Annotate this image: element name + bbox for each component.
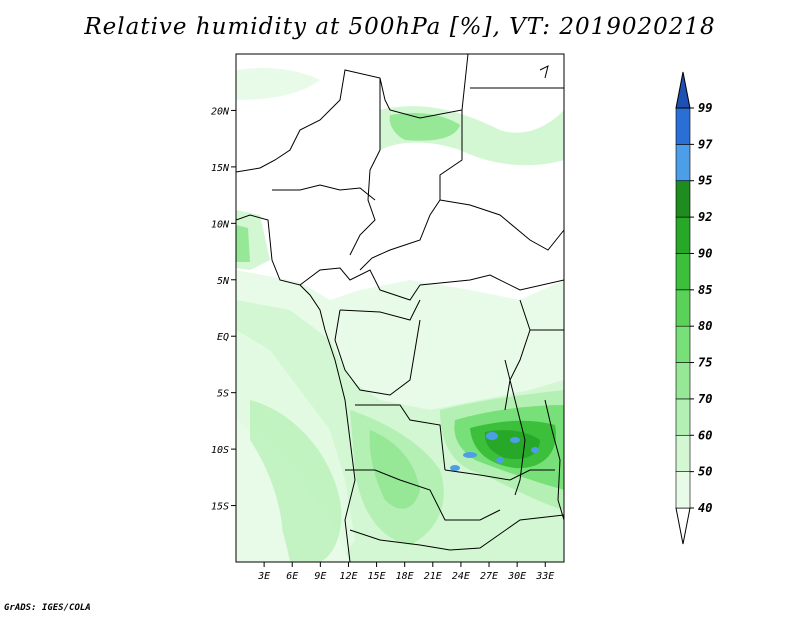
colorbar: 40 50 60 70 75 80 85 90 92 95 97 99 (675, 71, 713, 545)
colorbar-segment (675, 289, 691, 327)
colorbar-segment (675, 107, 691, 145)
colorbar-segment (675, 325, 691, 363)
colorbar-label: 80 (698, 319, 712, 333)
colorbar-label: 40 (698, 501, 712, 515)
colorbar-label: 90 (698, 246, 712, 260)
lat-tick-label: 15S (211, 502, 229, 513)
lon-tick-label: 21E (424, 571, 442, 582)
lon-tick-label: 30E (507, 571, 526, 582)
colorbar-segment (675, 398, 691, 436)
lat-tick-label: 10S (211, 445, 229, 456)
longitude-axis: 3E 6E 9E 12E 15E 18E 21E 24E 27E 30E 33E (257, 562, 554, 582)
lon-tick-label: 27E (480, 571, 498, 582)
lon-tick-label: 9E (314, 571, 326, 582)
colorbar-label: 85 (698, 283, 712, 297)
lon-tick-label: 18E (396, 571, 414, 582)
lat-tick-label: EQ (217, 332, 229, 343)
colorbar-label: 97 (698, 137, 713, 151)
colorbar-label: 95 (698, 174, 712, 188)
colorbar-label: 70 (698, 392, 712, 406)
lon-tick-label: 15E (368, 571, 386, 582)
colorbar-segment (675, 434, 691, 472)
lon-tick-label: 33E (535, 571, 554, 582)
colorbar-upper-extension (675, 71, 691, 109)
lon-tick-label: 6E (286, 571, 298, 582)
lat-tick-label: 5S (217, 389, 229, 400)
colorbar-label: 50 (698, 465, 712, 479)
colorbar-segment (675, 216, 691, 254)
lat-tick-label: 20N (211, 106, 230, 117)
colorbar-segment (675, 180, 691, 218)
lon-tick-label: 12E (339, 571, 357, 582)
lat-tick-label: 10N (211, 219, 230, 230)
colorbar-segment (675, 253, 691, 291)
colorbar-segment (675, 471, 691, 509)
country-borders (236, 54, 564, 562)
colorbar-lower-extension (675, 507, 691, 545)
credit-text: GrADS: IGES/COLA (4, 603, 91, 613)
colorbar-label: 92 (698, 210, 712, 224)
lon-tick-label: 24E (452, 571, 470, 582)
latitude-axis: 20N 15N 10N 5N EQ 5S 10S 15S (211, 106, 236, 513)
colorbar-label: 60 (698, 428, 712, 442)
colorbar-segment (675, 144, 691, 182)
lat-tick-label: 15N (211, 163, 230, 174)
colorbar-label: 99 (698, 101, 712, 115)
plot-frame (235, 53, 565, 563)
colorbar-label: 75 (698, 356, 712, 370)
colorbar-segment (675, 362, 691, 400)
humidity-field (236, 54, 564, 562)
lon-tick-label: 3E (257, 571, 270, 582)
lat-tick-label: 5N (217, 276, 230, 287)
map-title: Relative humidity at 500hPa [%], VT: 201… (84, 14, 716, 40)
